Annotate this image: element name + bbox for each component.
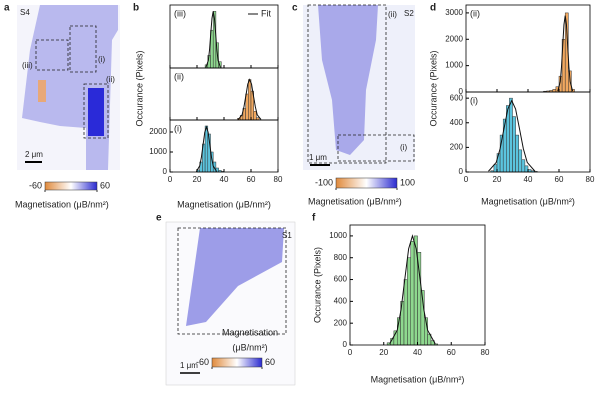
y-tick-label: 1000 [445,61,463,70]
y-axis-label: Occurance (Pixels) [134,50,144,126]
fit-line [237,78,262,120]
colorbar-tick-label: 100 [400,177,415,187]
x-tick-label: 80 [586,175,595,184]
fit-line [195,125,218,172]
x-tick-label: 0 [348,348,353,357]
subplot-label: (iii) [174,8,186,18]
sample-label: S2 [404,9,414,18]
x-tick-label: 40 [220,175,229,184]
colorbar-tick-label: -100 [315,177,333,187]
y-tick-label: 0 [343,340,348,349]
subplot-label: (i) [470,95,478,105]
histogram-bar [512,116,516,173]
colorbar-tick-label: 60 [265,357,275,367]
panel-letter: f [312,213,316,224]
colorbar-tick-label: 60 [100,180,110,190]
region-label: (ii) [106,75,115,84]
x-tick-label: 80 [274,175,283,184]
image-a: S4 (i) (ii) (iii) 2 μm [17,5,120,170]
x-tick-label: 0 [168,175,173,184]
region-label: (i) [98,55,105,64]
x-tick-label: 60 [555,175,564,184]
x-tick-label: 20 [493,175,502,184]
colorbar-tick-label: -60 [29,180,42,190]
histogram-bar [248,79,252,121]
fit-line [488,99,536,172]
x-tick-label: 20 [193,175,202,184]
region-label: (i) [400,143,407,152]
y-tick-label: 400 [334,296,348,305]
panel-letter: b [133,3,139,14]
histogram-bar [253,111,257,121]
panel-letter: c [292,3,298,14]
panel-letter: d [430,3,436,14]
legend-label: Fit [261,8,271,18]
region-label: (iii) [22,61,33,70]
y-tick-label: 400 [450,118,464,127]
fit-line [389,234,436,345]
subplot-label: (ii) [470,8,480,18]
subplot-label: (i) [174,123,182,133]
panel-letter: e [156,213,162,224]
y-tick-label: 1000 [329,231,347,240]
histogram-bar [509,97,513,173]
y-tick-label: 2000 [445,34,463,43]
histogram-bar [403,279,408,346]
x-tick-label: 0 [464,175,469,184]
sample-label: S4 [20,8,30,17]
x-tick-label: 20 [379,348,388,357]
y-tick-label: 0 [459,167,464,176]
image-c: S2 (i) (ii) 1 μm [303,4,415,170]
x-tick-label: 40 [413,348,422,357]
colorbar-tick-label: -60 [196,357,209,367]
y-axis-label: Occurance (Pixels) [312,247,322,323]
scalebar-label: 2 μm [25,150,43,159]
scalebar-label: 1 μm [180,361,198,370]
colorbar-label: (μB/nm²) [232,342,267,352]
histogram-bar [245,93,249,121]
x-axis-label: Magnetisation (μB/nm²) [177,199,271,209]
scalebar-label: 1 μm [309,153,327,162]
fit-line [205,11,221,68]
x-axis-label: Magnetisation (μB/nm²) [371,374,465,384]
colorbar [211,357,263,368]
x-tick-label: 60 [447,348,456,357]
y-tick-label: 200 [450,142,464,151]
y-tick-label: 3000 [445,8,463,17]
fit-line [557,15,574,92]
y-tick-label: 0 [163,167,168,176]
colorbar-label: Magnetisation (μB/nm²) [308,196,402,206]
histogram-bar [515,134,519,173]
y-tick-label: 800 [334,253,348,262]
axes-frame [169,119,279,173]
y-tick-label: 1000 [149,147,167,156]
histogram-bar [410,241,415,346]
x-tick-label: 40 [524,175,533,184]
histogram-bar [521,159,526,173]
axes-frame [169,67,279,121]
colorbar [335,177,398,189]
x-tick-label: 80 [481,348,490,357]
x-tick-label: 60 [247,175,256,184]
histogram-bar [204,125,209,173]
panel-letter: a [4,3,10,14]
histogram-bar [407,257,411,346]
y-tick-label: 600 [334,275,348,284]
y-tick-label: 200 [334,318,348,327]
region-label: (ii) [388,10,397,19]
colorbar-label: Magnetisation (μB/nm²) [15,199,109,209]
colorbar-label: Magnetisation [222,327,278,337]
histogram-bar [518,149,523,173]
colorbar [44,181,98,191]
subplot-label: (ii) [174,71,184,81]
y-tick-label: 2000 [149,127,167,136]
axes-frame [465,91,591,173]
y-tick-label: 0 [459,87,464,96]
sample-label: S1 [282,231,292,240]
x-axis-label: Magnetisation (μB/nm²) [481,196,575,206]
y-tick-label: 600 [450,93,464,102]
y-axis-label: Occurance (Pixels) [428,50,438,126]
